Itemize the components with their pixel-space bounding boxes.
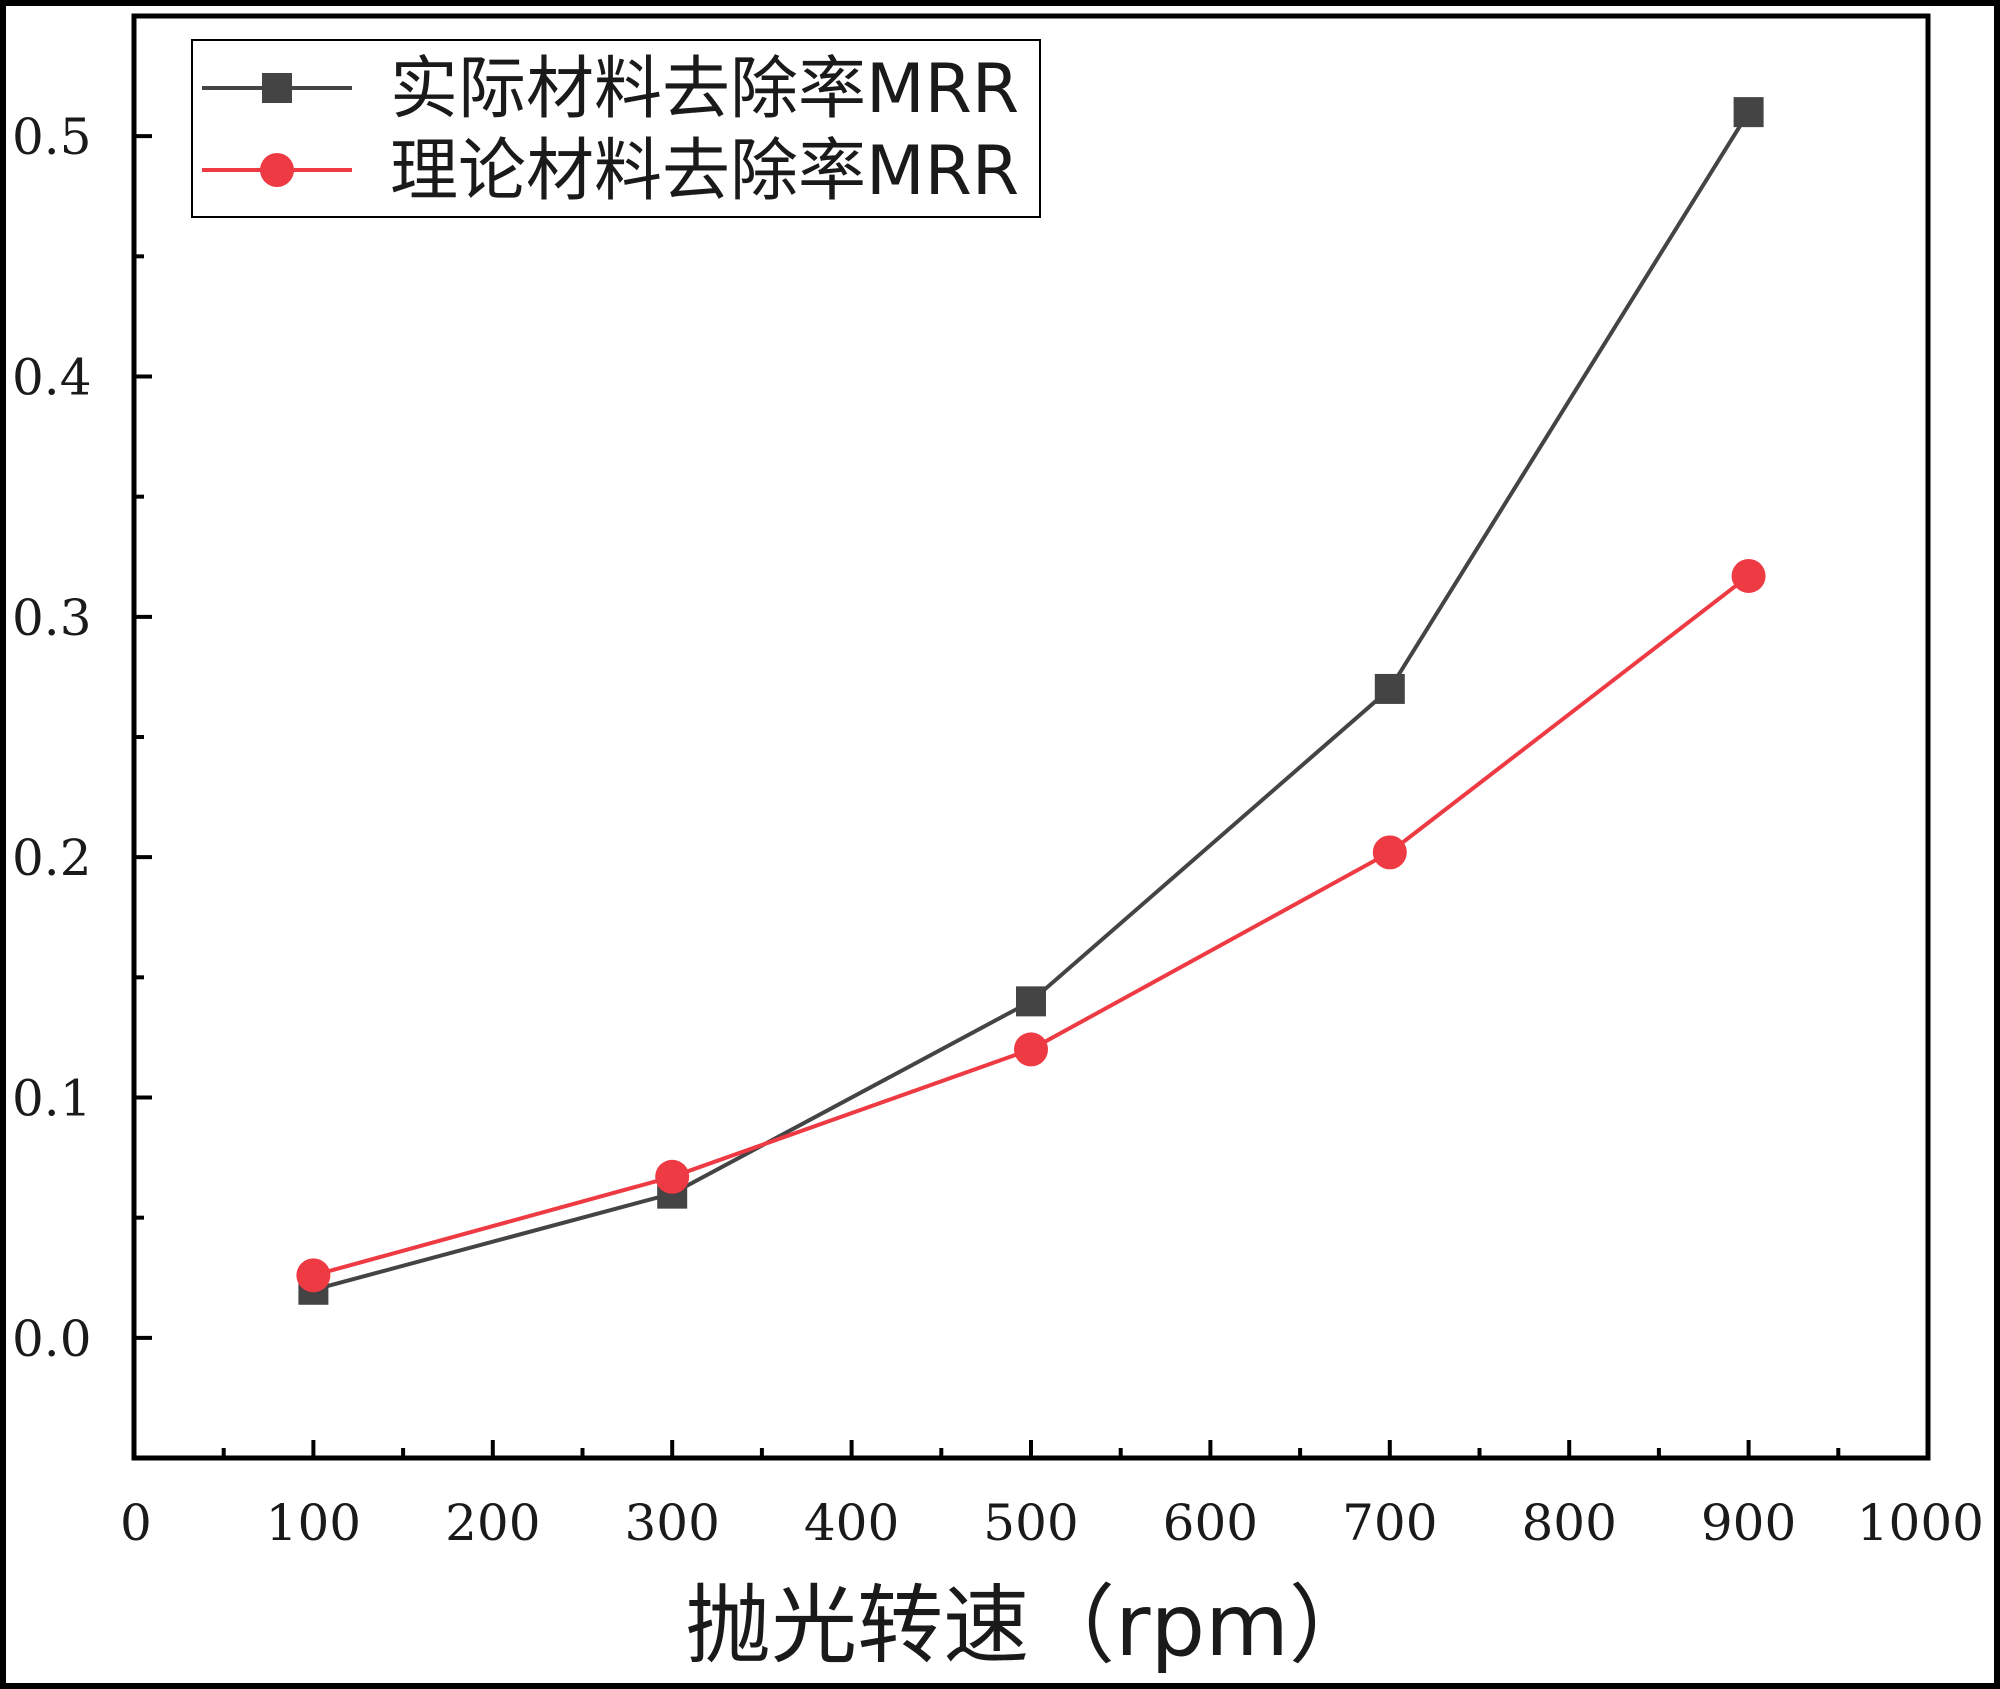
series-layer — [296, 97, 1766, 1305]
chart-frame — [6, 6, 1994, 1683]
x-tick-label: 100 — [266, 1494, 361, 1552]
x-tick-label: 900 — [1701, 1494, 1796, 1552]
data-point-square — [1374, 673, 1405, 704]
y-axis: 0.0 0.1 0.2 0.3 0.4 0.5 — [12, 108, 152, 1368]
legend-square-marker — [262, 73, 292, 103]
y-tick-label: 0.1 — [12, 1070, 92, 1128]
x-tick-label: 200 — [445, 1494, 540, 1552]
legend-label-2: 理论材料去除率MRR — [390, 132, 1019, 211]
data-point-square — [1733, 97, 1764, 128]
data-point-circle — [655, 1159, 690, 1194]
x-tick-label: 700 — [1342, 1494, 1437, 1552]
x-tick-label: 800 — [1521, 1494, 1616, 1552]
plot-area-border — [131, 13, 1931, 1461]
x-tick-label: 1000 — [1857, 1494, 1984, 1552]
y-tick-label: 0.3 — [12, 589, 92, 647]
x-tick-label: 600 — [1163, 1494, 1258, 1552]
series-line-2 — [312, 574, 1750, 1278]
y-tick-label: 0.2 — [12, 829, 92, 887]
x-tick-label: 0 — [120, 1494, 152, 1552]
legend-label-1: 实际材料去除率MRR — [390, 50, 1019, 129]
y-tick-label: 0.5 — [12, 108, 92, 166]
data-point-circle — [1372, 835, 1407, 870]
legend-box — [191, 39, 1041, 218]
x-tick-label: 400 — [804, 1494, 899, 1552]
data-point-square — [1016, 986, 1046, 1017]
x-tick-label: 500 — [983, 1494, 1078, 1552]
x-axis: 0 100 200 300 400 500 600 700 800 900 1000 — [120, 1440, 1984, 1552]
y-tick-label: 0.4 — [12, 349, 92, 407]
y-tick-label: 0.0 — [12, 1310, 92, 1368]
x-tick-label: 300 — [624, 1494, 719, 1552]
series-line-1 — [312, 111, 1751, 1292]
x-axis-title: 抛光转速（rpm） — [685, 1576, 1375, 1676]
data-point-circle — [1014, 1032, 1048, 1067]
data-point-circle — [296, 1258, 331, 1293]
data-point-circle — [1731, 558, 1766, 593]
legend-circle-marker — [260, 153, 294, 187]
